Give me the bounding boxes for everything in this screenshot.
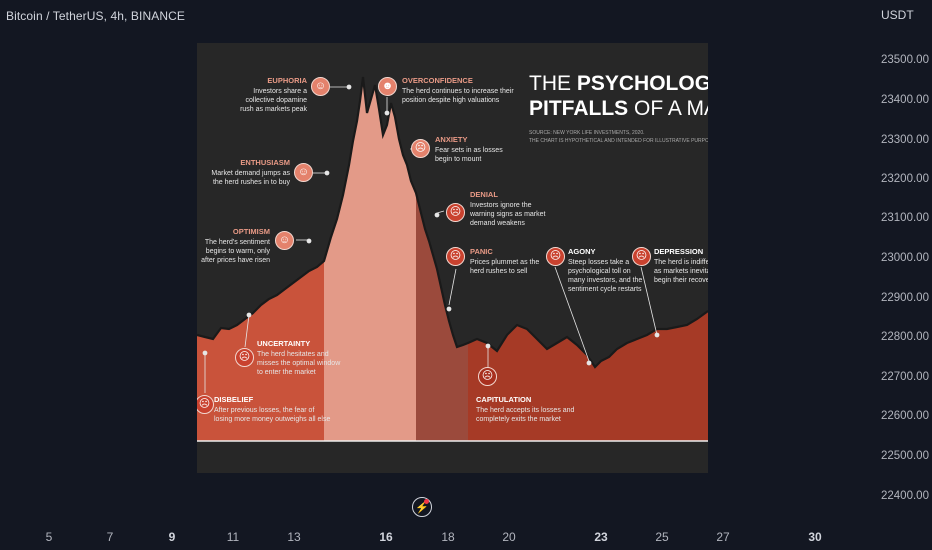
stage-desc: Steep losses take a psychological toll o… — [568, 259, 643, 293]
stage-title: ENTHUSIASM — [240, 158, 290, 167]
price-tick: 22400.00 — [881, 490, 929, 502]
headline-text: PITFALLS — [529, 97, 629, 120]
headline-text: PSYCHOLOGICAL — [576, 72, 708, 95]
stage-desc: After previous losses, the fear of losin… — [214, 407, 331, 423]
time-tick: 9 — [168, 530, 176, 544]
price-axis[interactable]: 23500.00 23400.00 23300.00 23200.00 2310… — [872, 0, 932, 525]
stage-panic: PANIC Prices plummet as the herd rushes … — [470, 247, 550, 276]
stage-desc: Prices plummet as the herd rushes to sel… — [470, 259, 540, 275]
uncertainty-face-icon: ☹ — [235, 348, 254, 367]
stage-title: DEPRESSION — [654, 247, 704, 256]
infographic-headline: THE PSYCHOLOGICAL PITFALLS OF A MARKET C… — [529, 71, 708, 121]
stage-title: DISBELIEF — [214, 395, 254, 404]
currency-label[interactable]: USDT — [881, 8, 914, 22]
time-tick: 16 — [379, 530, 393, 544]
headline-text: OF A MARKET CYC — [634, 97, 708, 120]
stage-denial: DENIAL Investors ignore the warning sign… — [470, 190, 550, 228]
panic-face-icon: ☹ — [446, 247, 465, 266]
symbol-title[interactable]: Bitcoin / TetherUS, 4h, BINANCE — [6, 9, 185, 23]
optimism-face-icon: ☺ — [275, 231, 294, 250]
stage-desc: Investors ignore the warning signs as ma… — [470, 202, 546, 227]
stage-title: EUPHORIA — [267, 76, 307, 85]
time-tick: 7 — [106, 530, 114, 544]
price-tick: 23000.00 — [881, 252, 929, 264]
stage-title: UNCERTAINTY — [257, 339, 311, 348]
stage-title: OVERCONFIDENCE — [402, 76, 473, 85]
stage-title: OPTIMISM — [232, 227, 270, 236]
stage-title: CAPITULATION — [476, 395, 532, 404]
stage-disbelief: DISBELIEF After previous losses, the fea… — [214, 395, 339, 424]
overconfidence-face-icon: ☻ — [378, 77, 397, 96]
depression-face-icon: ☹ — [632, 247, 651, 266]
stage-desc: The herd continues to increase their pos… — [402, 88, 514, 104]
time-tick: 25 — [655, 530, 669, 544]
price-tick: 23100.00 — [881, 212, 929, 224]
time-axis[interactable]: 5 7 9 11 13 16 18 20 23 25 27 30 — [0, 525, 872, 550]
time-tick: 20 — [502, 530, 516, 544]
headline-text: THE — [529, 72, 577, 95]
price-tick: 22800.00 — [881, 331, 929, 343]
enthusiasm-face-icon: ☺ — [294, 163, 313, 182]
stage-uncertainty: UNCERTAINTY The herd hesitates and misse… — [257, 339, 347, 377]
price-tick: 23400.00 — [881, 94, 929, 106]
price-tick: 23300.00 — [881, 134, 929, 146]
price-tick: 23200.00 — [881, 173, 929, 185]
zone-decline — [416, 193, 468, 441]
time-tick: 11 — [226, 530, 240, 544]
capitulation-face-icon: ☹ — [478, 367, 497, 386]
price-tick: 22600.00 — [881, 410, 929, 422]
replay-button[interactable]: ⚡ — [412, 497, 432, 517]
stage-depression: DEPRESSION The herd is indifferent as ma… — [654, 247, 708, 285]
euphoria-face-icon: ☺ — [311, 77, 330, 96]
denial-face-icon: ☹ — [446, 203, 465, 222]
price-tick: 22900.00 — [881, 292, 929, 304]
stage-overconfidence: OVERCONFIDENCE The herd continues to inc… — [402, 76, 532, 105]
stage-desc: The herd's sentiment begins to warm, onl… — [201, 239, 270, 264]
zone-recovery — [468, 311, 708, 441]
source-text: SOURCE: NEW YORK LIFE INVESTMENTS, 2020. — [529, 130, 645, 136]
stage-anxiety: ANXIETY Fear sets in as losses begin to … — [435, 135, 525, 164]
stage-desc: Fear sets in as losses begin to mount — [435, 147, 503, 163]
stage-desc: The herd hesitates and misses the optima… — [257, 351, 341, 376]
stage-agony: AGONY Steep losses take a psychological … — [568, 247, 648, 294]
stage-title: PANIC — [470, 247, 493, 256]
stage-desc: The herd is indifferent as markets inevi… — [654, 259, 708, 284]
anxiety-face-icon: ☹ — [411, 139, 430, 158]
stage-desc: The herd accepts its losses and complete… — [476, 407, 575, 423]
price-tick: 22700.00 — [881, 371, 929, 383]
market-cycle-chart — [197, 76, 708, 442]
price-line — [197, 76, 708, 369]
price-tick: 22500.00 — [881, 450, 929, 462]
market-cycle-infographic: THE PSYCHOLOGICAL PITFALLS OF A MARKET C… — [197, 43, 708, 473]
time-tick: 23 — [594, 530, 608, 544]
zone-disbelief — [197, 261, 324, 441]
disbelief-face-icon: ☹ — [197, 395, 214, 414]
time-tick: 18 — [441, 530, 455, 544]
stage-desc: Market demand jumps as the herd rushes i… — [211, 170, 290, 186]
agony-face-icon: ☹ — [546, 247, 565, 266]
disclaimer-text: THE CHART IS HYPOTHETICAL AND INTENDED F… — [529, 138, 708, 144]
stage-optimism: OPTIMISM The herd's sentiment begins to … — [197, 227, 270, 265]
stage-title: AGONY — [568, 247, 596, 256]
price-tick: 23500.00 — [881, 54, 929, 66]
stage-euphoria: EUPHORIA Investors share a collective do… — [217, 76, 307, 114]
time-tick: 13 — [287, 530, 301, 544]
stage-title: DENIAL — [470, 190, 498, 199]
zone-peak — [324, 77, 416, 441]
source-note: SOURCE: NEW YORK LIFE INVESTMENTS, 2020.… — [529, 129, 708, 145]
time-tick: 30 — [808, 530, 822, 544]
time-tick: 27 — [716, 530, 730, 544]
stage-title: ANXIETY — [435, 135, 468, 144]
stage-desc: Investors share a collective dopamine ru… — [240, 88, 307, 113]
stage-enthusiasm: ENTHUSIASM Market demand jumps as the he… — [197, 158, 290, 187]
lightning-icon: ⚡ — [415, 501, 429, 514]
alert-dot — [424, 499, 429, 504]
time-tick: 5 — [45, 530, 53, 544]
stage-capitulation: CAPITULATION The herd accepts its losses… — [476, 395, 576, 424]
